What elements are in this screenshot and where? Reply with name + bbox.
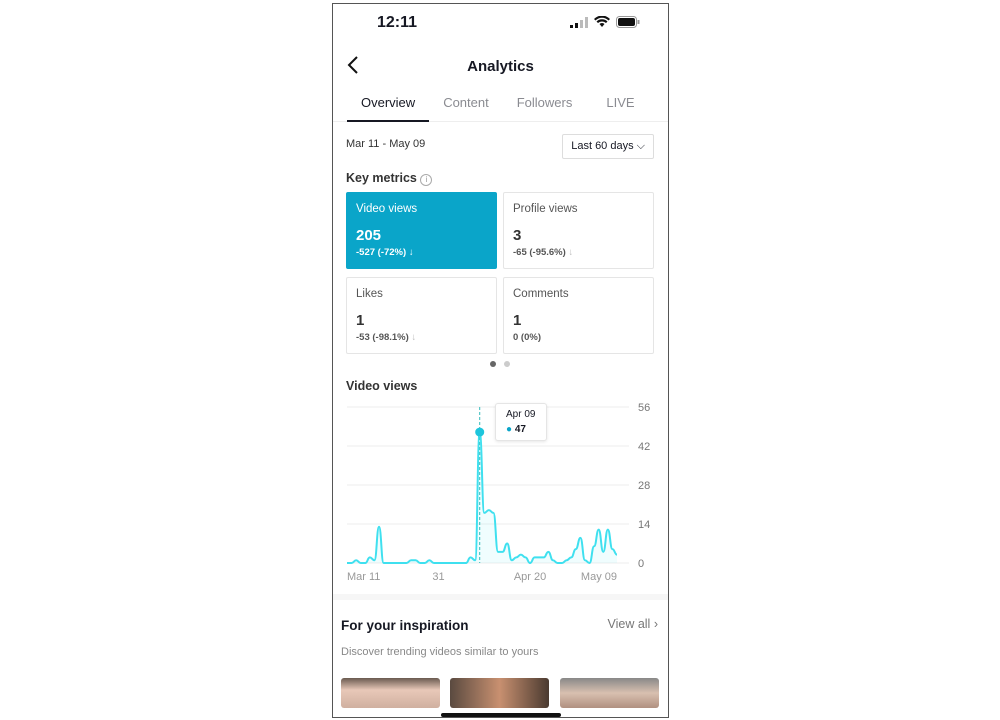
section-divider bbox=[333, 594, 668, 600]
video-thumbnail[interactable] bbox=[450, 678, 549, 708]
y-tick-label: 42 bbox=[638, 441, 650, 453]
tab-overview[interactable]: Overview bbox=[347, 94, 430, 122]
battery-icon bbox=[616, 16, 640, 28]
video-views-chart[interactable]: 56 42 28 14 0 Mar 11 31 Apr 20 May 09 bbox=[333, 396, 669, 586]
inspiration-subtitle: Discover trending videos similar to your… bbox=[341, 646, 539, 658]
metric-delta: -65 (-95.6%) bbox=[513, 247, 566, 258]
home-indicator bbox=[441, 713, 561, 717]
metric-label: Likes bbox=[356, 288, 383, 300]
tab-content[interactable]: Content bbox=[443, 95, 489, 110]
arrow-down-icon: ↓ bbox=[568, 247, 574, 258]
page-indicator bbox=[490, 361, 510, 367]
inspiration-title: For your inspiration bbox=[341, 618, 469, 633]
period-value: Last 60 days bbox=[571, 140, 634, 152]
x-tick-label: 31 bbox=[432, 571, 444, 583]
arrow-down-icon: ↓ bbox=[411, 332, 417, 343]
key-metrics-label: Key metrics bbox=[346, 171, 417, 185]
metric-delta: -527 (-72%) bbox=[356, 247, 407, 258]
date-range: Mar 11 - May 09 bbox=[346, 138, 426, 150]
page-title: Analytics bbox=[467, 58, 534, 75]
key-metrics-title: Key metrics i bbox=[346, 171, 433, 186]
back-button[interactable] bbox=[347, 56, 359, 80]
metric-delta: 0 (0%) bbox=[513, 332, 541, 343]
info-icon[interactable]: i bbox=[420, 174, 433, 186]
status-time: 12:11 bbox=[377, 14, 418, 31]
view-all-label: View all bbox=[607, 617, 651, 631]
signal-icon bbox=[570, 16, 588, 28]
tooltip-value: 47 bbox=[514, 424, 526, 435]
page-dot[interactable] bbox=[504, 361, 510, 367]
metric-label: Video views bbox=[356, 203, 418, 215]
chart-tooltip: Apr 09 ● 47 bbox=[495, 403, 547, 441]
period-dropdown[interactable]: Last 60 days ⌵ bbox=[562, 134, 654, 159]
metric-card-video-views[interactable]: Video views 205 -527 (-72%) ↓ bbox=[346, 192, 497, 269]
x-tick-label: Apr 20 bbox=[514, 571, 546, 583]
tab-bar: Overview Content Followers LIVE bbox=[333, 94, 668, 122]
page-dot[interactable] bbox=[490, 361, 496, 367]
series-dot-icon: ● bbox=[506, 424, 513, 435]
metric-card-comments[interactable]: Comments 1 0 (0%) bbox=[503, 277, 654, 354]
series-line bbox=[347, 431, 618, 565]
metric-label: Comments bbox=[513, 288, 569, 300]
y-tick-label: 28 bbox=[638, 480, 650, 492]
y-tick-label: 56 bbox=[638, 402, 650, 414]
wifi-icon bbox=[594, 16, 610, 27]
status-icons bbox=[570, 16, 640, 28]
video-thumbnail[interactable] bbox=[341, 678, 440, 708]
y-tick-label: 0 bbox=[638, 558, 644, 570]
metric-value: 1 bbox=[513, 312, 522, 329]
metric-delta: -53 (-98.1%) bbox=[356, 332, 409, 343]
tab-followers[interactable]: Followers bbox=[516, 95, 573, 110]
video-thumbnail[interactable] bbox=[560, 678, 659, 708]
metric-value: 3 bbox=[513, 227, 522, 244]
view-all-link[interactable]: View all › bbox=[607, 617, 658, 631]
x-tick-label: May 09 bbox=[581, 571, 617, 583]
phone-screen: 12:11 Analytics Overview Content Followe… bbox=[332, 3, 669, 718]
tooltip-date: Apr 09 bbox=[506, 409, 536, 420]
y-tick-label: 14 bbox=[638, 519, 650, 531]
metric-value: 205 bbox=[356, 227, 382, 244]
chevron-left-icon bbox=[347, 56, 358, 74]
metric-card-likes[interactable]: Likes 1 -53 (-98.1%) ↓ bbox=[346, 277, 497, 354]
arrow-down-icon: ↓ bbox=[408, 247, 414, 258]
metric-value: 1 bbox=[356, 312, 365, 329]
metric-card-profile-views[interactable]: Profile views 3 -65 (-95.6%) ↓ bbox=[503, 192, 654, 269]
x-tick-label: Mar 11 bbox=[347, 571, 380, 583]
chevron-down-icon: ⌵ bbox=[636, 140, 645, 152]
chevron-right-icon: › bbox=[653, 617, 658, 631]
highlight-point bbox=[475, 427, 485, 437]
tab-live[interactable]: LIVE bbox=[606, 95, 635, 110]
metric-label: Profile views bbox=[513, 203, 578, 215]
chart-title: Video views bbox=[346, 379, 418, 393]
